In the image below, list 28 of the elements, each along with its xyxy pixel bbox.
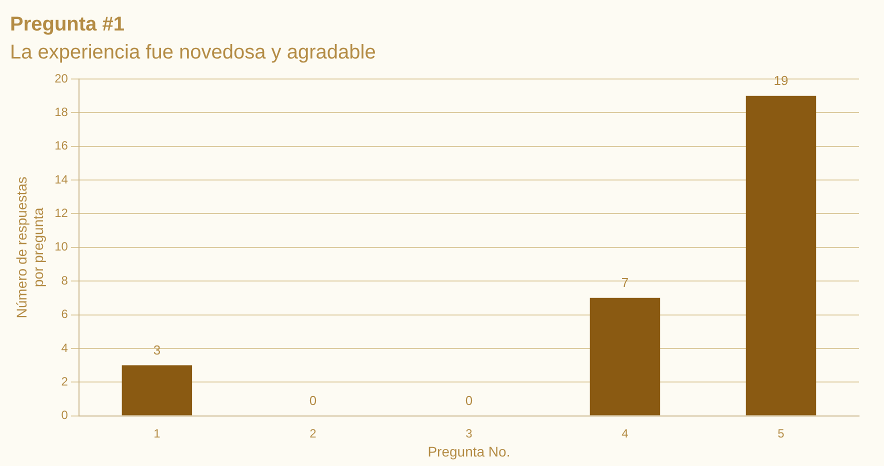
data-label: 3 xyxy=(153,342,161,358)
chart-title: Pregunta #1 xyxy=(10,14,124,36)
chart-subtitle: La experiencia fue novedosa y agradable xyxy=(10,42,376,64)
x-tick-label: 5 xyxy=(778,426,785,440)
bar xyxy=(746,96,816,416)
y-tick-label: 12 xyxy=(54,206,68,220)
y-axis-title: Número de respuestas por pregunta xyxy=(13,176,46,318)
y-tick-label: 18 xyxy=(54,104,68,119)
y-tick-label: 6 xyxy=(61,307,68,322)
y-tick-label: 8 xyxy=(61,273,68,288)
x-axis-title: Pregunta No. xyxy=(428,443,510,460)
y-tick-label: 2 xyxy=(61,374,68,388)
y-tick-label: 14 xyxy=(54,172,68,186)
x-tick-label: 3 xyxy=(466,426,473,440)
data-label: 7 xyxy=(621,275,629,290)
data-label: 0 xyxy=(309,392,317,408)
y-tick-label: 20 xyxy=(54,71,68,86)
x-tick-label: 4 xyxy=(622,426,629,440)
y-tick-label: 10 xyxy=(54,240,68,254)
bar xyxy=(122,365,192,416)
data-label: 19 xyxy=(774,72,788,88)
y-tick-label: 16 xyxy=(54,138,68,153)
x-tick-label: 1 xyxy=(154,426,161,440)
x-tick-label: 2 xyxy=(310,426,317,440)
data-label: 0 xyxy=(465,392,473,408)
y-tick-label: 0 xyxy=(61,408,68,422)
y-tick-label: 4 xyxy=(61,340,68,355)
bar xyxy=(590,298,660,416)
